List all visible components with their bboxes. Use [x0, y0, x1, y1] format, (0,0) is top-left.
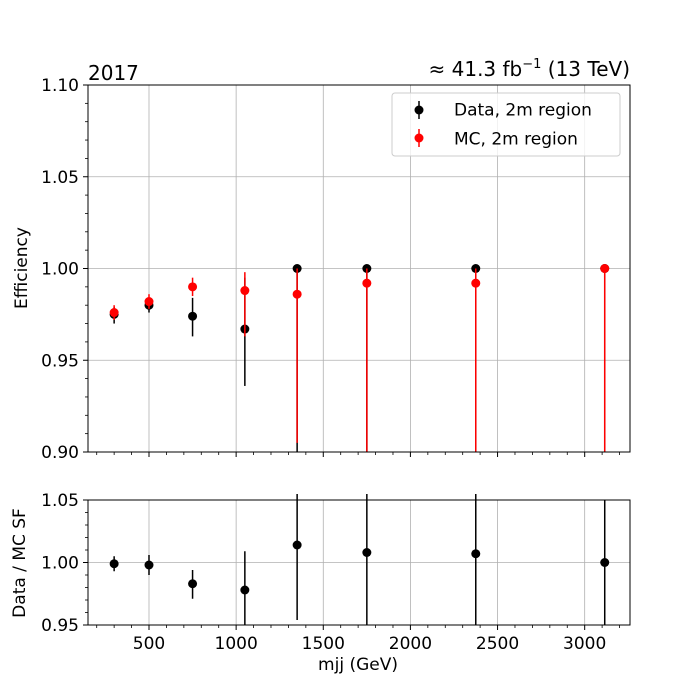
efficiency-y-axis-label: Efficiency: [12, 227, 32, 309]
scale-factor-series-ratio-point: [471, 549, 481, 559]
legend-marker-data: [414, 101, 424, 119]
x-tick-label: 2000: [389, 634, 432, 654]
x-tick-label: 2500: [476, 634, 519, 654]
x-tick-label: 1000: [215, 634, 258, 654]
efficiency-y-tick-labels: 0.90 0.95 1.00 1.05 1.10: [41, 76, 79, 463]
efficiency-series: [109, 264, 610, 452]
lumi-label-suffix: (13 TeV): [541, 57, 630, 81]
lumi-label-prefix: ≈ 41.3 fb: [429, 57, 523, 81]
efficiency-series-mc-point: [600, 264, 610, 273]
legend-label-mc: MC, 2m region: [454, 130, 578, 150]
scale-factor-major-ticks: [83, 499, 586, 630]
scale-factor-y-tick-label: 1.05: [41, 491, 79, 511]
efficiency-panel: 0.90 0.95 1.00 1.05 1.10 2017 ≈ 41.3 fb−1 (1…: [12, 57, 631, 463]
scale-factor-series-ratio-point: [109, 559, 119, 569]
scale-factor-panel: 0.95 1.00 1.05 500 1000 1500 2000 2500 3000 Dat…: [10, 491, 631, 675]
scale-factor-series-ratio-point: [362, 548, 372, 557]
scale-factor-y-tick-label: 0.95: [41, 616, 79, 636]
legend-marker-mc: [414, 129, 424, 147]
efficiency-major-ticks: [83, 84, 586, 457]
efficiency-y-tick-label: 1.05: [41, 168, 79, 188]
scale-factor-series-ratio-point: [600, 558, 610, 567]
scale-factor-series-ratio-point: [144, 560, 154, 570]
scale-factor-series-ratio-point: [292, 540, 302, 550]
efficiency-series-mc-point: [144, 297, 154, 307]
efficiency-series-mc-point: [188, 282, 198, 292]
scale-factor-series-ratio-point: [240, 585, 250, 595]
chart-title-left: 2017: [88, 61, 139, 85]
x-tick-labels: 500 1000 1500 2000 2500 3000: [133, 634, 607, 654]
x-tick-label: 1500: [302, 634, 345, 654]
chart-title-right: ≈ 41.3 fb−1 (13 TeV): [429, 57, 631, 81]
scale-factor-y-tick-labels: 0.95 1.00 1.05: [41, 491, 79, 636]
efficiency-series-mc-point: [362, 278, 372, 288]
lumi-label-exponent: −1: [522, 57, 541, 72]
scale-factor-series: [109, 494, 610, 625]
legend-label-data: Data, 2m region: [454, 101, 592, 121]
efficiency-y-tick-label: 1.00: [41, 260, 79, 280]
efficiency-y-tick-label: 1.10: [41, 76, 79, 96]
efficiency-y-tick-label: 0.95: [41, 351, 79, 371]
legend: Data, 2m region MC, 2m region: [391, 92, 621, 157]
x-tick-label: 3000: [563, 634, 606, 654]
x-axis-label: mjj (GeV): [318, 655, 398, 675]
efficiency-series-mc-point: [109, 308, 119, 318]
efficiency-y-tick-label: 0.90: [41, 443, 79, 463]
x-tick-label: 500: [133, 634, 165, 654]
scale-factor-y-axis-label: Data / MC SF: [10, 508, 30, 618]
scale-factor-series-ratio-point: [188, 579, 198, 589]
efficiency-series-mc-point: [292, 289, 302, 299]
efficiency-series-mc-point: [471, 278, 481, 288]
efficiency-series-mc-point: [240, 286, 250, 296]
scale-factor-y-tick-label: 1.00: [41, 554, 79, 574]
legend-box: [391, 92, 621, 157]
efficiency-series-data-point: [188, 311, 198, 321]
